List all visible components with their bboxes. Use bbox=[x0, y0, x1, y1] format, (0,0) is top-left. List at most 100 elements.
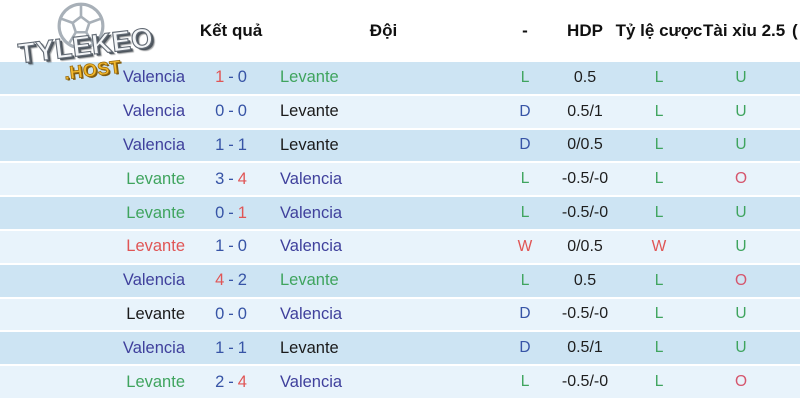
home-score: 3 bbox=[215, 169, 225, 188]
header-odds: Tỷ lệ cược bbox=[615, 21, 703, 40]
ou-letter: U bbox=[735, 102, 747, 120]
away-score: 4 bbox=[237, 372, 247, 391]
result-letter: L bbox=[520, 170, 530, 188]
home-team: Levante bbox=[126, 203, 185, 222]
soccer-ball-icon bbox=[57, 2, 105, 50]
score-dash: - bbox=[228, 372, 234, 391]
table-header: Kết quả Đội - HDP Tỷ lệ cược Tài xỉu 2.5… bbox=[0, 0, 800, 62]
odds-letter: L bbox=[654, 204, 664, 222]
odds-letter: L bbox=[654, 170, 664, 188]
ou-letter: O bbox=[734, 373, 748, 391]
home-score: 1 bbox=[215, 237, 225, 256]
home-score: 0 bbox=[215, 203, 225, 222]
hdp-value: -0.5/-0 bbox=[561, 373, 609, 391]
home-team: Levante bbox=[126, 372, 185, 391]
home-team: Valencia bbox=[122, 68, 185, 87]
result-letter: L bbox=[520, 373, 530, 391]
home-score: 1 bbox=[215, 135, 225, 154]
away-score: 2 bbox=[237, 271, 247, 290]
home-team: Valencia bbox=[122, 338, 185, 357]
score: 1-0 bbox=[190, 237, 272, 256]
table-row: Levante 1-0 Valencia W 0/0.5 W U bbox=[0, 230, 800, 263]
table-row: Valencia 0-0 Levante D 0.5/1 L U bbox=[0, 95, 800, 128]
away-team: Levante bbox=[280, 102, 339, 121]
away-team: Valencia bbox=[280, 304, 343, 323]
away-score: 0 bbox=[237, 304, 247, 323]
score: 0-0 bbox=[190, 102, 272, 121]
odds-letter: L bbox=[654, 68, 664, 86]
result-letter: D bbox=[519, 102, 531, 120]
table-row: Valencia 1-0 Levante L 0.5 L U bbox=[0, 62, 800, 94]
score: 1-1 bbox=[190, 136, 272, 155]
score: 0-0 bbox=[190, 305, 272, 324]
score-dash: - bbox=[228, 304, 234, 323]
table-row: Valencia 4-2 Levante L 0.5 L O bbox=[0, 264, 800, 297]
result-letter: L bbox=[520, 271, 530, 289]
home-score: 1 bbox=[215, 338, 225, 357]
hdp-value: -0.5/-0 bbox=[561, 170, 609, 188]
score-dash: - bbox=[228, 237, 234, 256]
away-team: Levante bbox=[280, 68, 339, 87]
score-dash: - bbox=[228, 271, 234, 290]
ou-letter: U bbox=[735, 339, 747, 357]
hdp-value: -0.5/-0 bbox=[561, 204, 609, 222]
away-score: 0 bbox=[237, 68, 247, 87]
away-score: 0 bbox=[237, 237, 247, 256]
away-team: Levante bbox=[280, 135, 339, 154]
result-letter: D bbox=[519, 339, 531, 357]
away-team: Levante bbox=[280, 271, 339, 290]
ou-letter: O bbox=[734, 170, 748, 188]
home-team: Levante bbox=[126, 237, 185, 256]
table-row: Valencia 1-1 Levante D 0/0.5 L U bbox=[0, 129, 800, 162]
hdp-value: 0/0.5 bbox=[567, 237, 603, 255]
header-team: Đội bbox=[369, 21, 398, 40]
odds-letter: L bbox=[654, 271, 664, 289]
ou-letter: U bbox=[735, 237, 747, 255]
score: 1-1 bbox=[190, 339, 272, 358]
table-row: Valencia 1-1 Levante D 0.5/1 L U bbox=[0, 332, 800, 365]
score-dash: - bbox=[228, 68, 234, 87]
home-score: 2 bbox=[215, 372, 225, 391]
ou-letter: U bbox=[735, 136, 747, 154]
ou-letter: O bbox=[734, 271, 748, 289]
home-score: 0 bbox=[215, 304, 225, 323]
home-team: Valencia bbox=[122, 102, 185, 121]
score-dash: - bbox=[228, 135, 234, 154]
table-row: Levante 2-4 Valencia L -0.5/-0 L O bbox=[0, 366, 800, 398]
hdp-value: 0.5 bbox=[573, 68, 597, 86]
result-letter: L bbox=[520, 68, 530, 86]
result-letter: D bbox=[519, 136, 531, 154]
odds-letter: L bbox=[654, 136, 664, 154]
home-score: 0 bbox=[215, 102, 225, 121]
table-row: Levante 3-4 Valencia L -0.5/-0 L O bbox=[0, 163, 800, 196]
header-result: Kết quả bbox=[199, 21, 263, 40]
hdp-value: -0.5/-0 bbox=[561, 305, 609, 323]
home-team: Valencia bbox=[122, 271, 185, 290]
away-score: 1 bbox=[237, 338, 247, 357]
result-letter: L bbox=[520, 204, 530, 222]
away-score: 1 bbox=[237, 135, 247, 154]
home-score: 1 bbox=[215, 68, 225, 87]
header-dash: - bbox=[522, 21, 528, 40]
home-team: Valencia bbox=[122, 135, 185, 154]
away-score: 4 bbox=[237, 169, 247, 188]
odds-letter: L bbox=[654, 305, 664, 323]
result-letter: D bbox=[519, 305, 531, 323]
score: 4-2 bbox=[190, 271, 272, 290]
odds-letter: L bbox=[654, 339, 664, 357]
hdp-value: 0.5 bbox=[573, 271, 597, 289]
site-logo[interactable]: TYLEKEO .HOST bbox=[6, 0, 176, 105]
header-over-under: Tài xỉu 2.5 bbox=[703, 21, 786, 40]
odds-letter: L bbox=[654, 102, 664, 120]
odds-letter: L bbox=[654, 373, 664, 391]
hdp-value: 0.5/1 bbox=[567, 339, 603, 357]
ou-letter: U bbox=[735, 68, 747, 86]
away-team: Valencia bbox=[280, 237, 343, 256]
hdp-value: 0.5/1 bbox=[567, 102, 603, 120]
away-team: Levante bbox=[280, 338, 339, 357]
score: 1-0 bbox=[190, 68, 272, 87]
odds-letter: W bbox=[651, 237, 667, 255]
score-dash: - bbox=[228, 203, 234, 222]
score: 0-1 bbox=[190, 204, 272, 223]
away-score: 1 bbox=[237, 203, 247, 222]
